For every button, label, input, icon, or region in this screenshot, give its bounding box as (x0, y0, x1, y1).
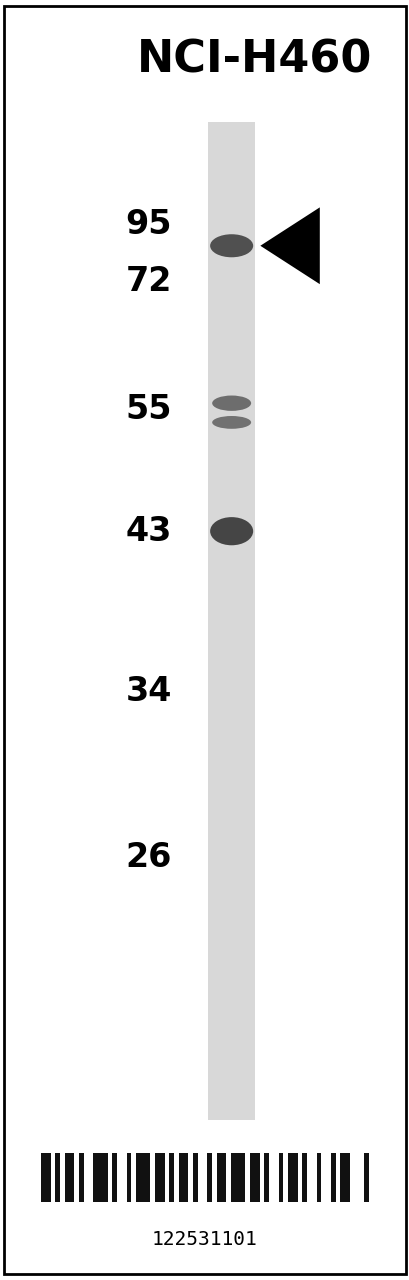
Text: 26: 26 (126, 841, 172, 874)
Bar (363, 1153, 368, 1202)
Bar (178, 1153, 188, 1202)
Bar (65, 1153, 74, 1202)
Bar (169, 1153, 174, 1202)
Bar (216, 1153, 226, 1202)
Bar (288, 1153, 297, 1202)
Bar (249, 1153, 259, 1202)
Text: 72: 72 (126, 265, 172, 298)
Bar (155, 1153, 164, 1202)
Text: 55: 55 (126, 393, 172, 426)
Ellipse shape (212, 416, 250, 429)
Bar (207, 1153, 211, 1202)
Ellipse shape (212, 396, 250, 411)
Bar (264, 1153, 269, 1202)
Text: 43: 43 (126, 515, 172, 548)
Bar (339, 1153, 349, 1202)
Bar (79, 1153, 83, 1202)
Bar (278, 1153, 283, 1202)
Bar (41, 1153, 50, 1202)
Text: NCI-H460: NCI-H460 (136, 38, 371, 82)
Bar (302, 1153, 306, 1202)
Bar (136, 1153, 150, 1202)
Text: 95: 95 (126, 207, 172, 241)
Bar (231, 1153, 245, 1202)
Bar (93, 1153, 107, 1202)
Bar (193, 1153, 198, 1202)
Bar (330, 1153, 335, 1202)
Text: 122531101: 122531101 (152, 1230, 257, 1248)
Ellipse shape (209, 234, 253, 257)
Bar (207, 122, 254, 1120)
Bar (126, 1153, 131, 1202)
Text: 34: 34 (126, 675, 172, 708)
Bar (112, 1153, 117, 1202)
Ellipse shape (209, 517, 253, 545)
Bar (55, 1153, 60, 1202)
Polygon shape (260, 207, 319, 284)
Bar (316, 1153, 321, 1202)
